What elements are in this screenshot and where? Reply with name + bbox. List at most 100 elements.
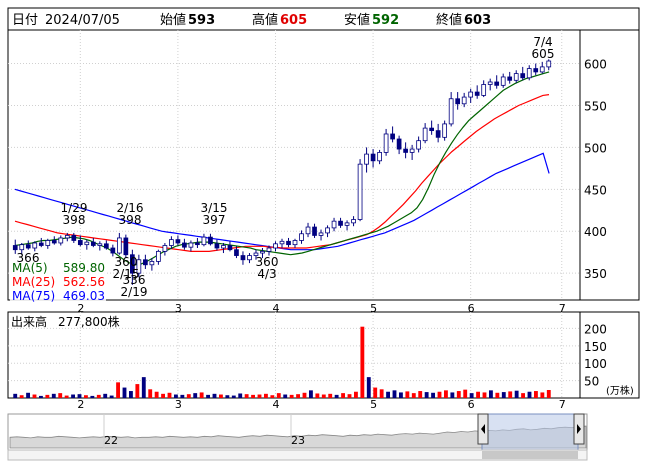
candle-body (455, 98, 461, 105)
price-x-tick-label: 4 (272, 302, 279, 315)
legend-name: MA(75) (12, 289, 55, 303)
navigator-window[interactable] (481, 413, 579, 451)
annotation-date: 2/16 (117, 201, 144, 215)
price-y-tick-label: 550 (584, 99, 607, 113)
legend-bg (10, 290, 106, 303)
candle-body (422, 127, 428, 142)
candle-body (286, 240, 291, 246)
volume-y-ticks: 200 150 100 50 (584, 322, 607, 388)
candle-body (12, 245, 18, 251)
candle-body (442, 123, 448, 138)
candle-body (175, 239, 181, 244)
annotation-date: 1/29 (61, 201, 88, 215)
volume-grid (8, 312, 580, 398)
volume-bar (334, 394, 339, 398)
volume-bar (405, 391, 410, 398)
candle-body (123, 237, 129, 256)
price-y-tick-label: 500 (584, 141, 607, 155)
high-label: 高値 (252, 12, 278, 28)
volume-bar (289, 394, 294, 398)
volume-bar (463, 389, 468, 398)
price-x-tick-label: 6 (468, 302, 475, 315)
volume-bar (238, 393, 243, 398)
volume-bar (501, 392, 506, 398)
price-x-tick-label: 2 (77, 302, 84, 315)
volume-bar (360, 326, 365, 398)
volume-title: 出来高 (11, 314, 47, 329)
candle-body (149, 261, 155, 266)
candle-body (234, 249, 239, 256)
volume-bars (13, 326, 551, 398)
volume-bar (489, 390, 493, 398)
volume-bar (186, 394, 191, 398)
annotation-date: 2/15 (113, 267, 140, 281)
candle-body (221, 245, 226, 249)
volume-bar (508, 391, 513, 398)
volume-bar (270, 395, 275, 398)
legend-value: 562.56 (63, 275, 105, 289)
navigator-scrollbar[interactable] (7, 449, 588, 461)
candle-body (546, 60, 552, 68)
annotation-value: 336 (123, 273, 146, 287)
candle-body (90, 241, 96, 246)
volume-x-ticks: 2 3 4 5 6 7 (77, 398, 565, 411)
price-annotations: 1/293982/163983/153977/46053602/153362/1… (17, 35, 555, 299)
candle-body (195, 242, 200, 246)
price-y-tick-label: 350 (584, 267, 607, 281)
candle-body (364, 153, 369, 165)
volume-bar (418, 391, 423, 398)
volume-panel (7, 311, 640, 399)
legend-name: MA(5) (12, 261, 48, 275)
volume-bar (212, 393, 217, 398)
price-x-tick-label: 7 (559, 302, 566, 315)
candle-body (201, 236, 207, 246)
candle-body (357, 163, 363, 220)
candle-body (273, 243, 278, 249)
volume-bar (437, 391, 442, 398)
candle-body (25, 244, 31, 249)
volume-y-tick-label: 50 (584, 375, 599, 389)
volume-bar (514, 390, 519, 398)
candle-body (318, 232, 324, 236)
volume-bar (71, 394, 75, 398)
volume-bar (251, 394, 255, 398)
candle-body (266, 247, 272, 252)
candle-body (448, 98, 454, 125)
volume-bar (193, 393, 198, 398)
right-arrow-icon (577, 424, 581, 434)
candle-body (435, 130, 441, 138)
candle-body (169, 239, 174, 246)
candle-body (136, 259, 142, 274)
volume-bar (116, 382, 120, 398)
candle-body (312, 226, 317, 236)
price-x-tick-label: 5 (370, 302, 377, 315)
candle-body (370, 153, 376, 162)
navigator-scroll-thumb[interactable] (482, 451, 578, 459)
volume-bar (296, 394, 300, 398)
volume-x-tick-label: 7 (559, 398, 566, 411)
volume-x-tick-label: 2 (77, 398, 84, 411)
volume-bar (469, 393, 474, 398)
volume-bar (13, 393, 18, 398)
candle-body (507, 76, 513, 81)
close-label: 終値 (436, 12, 462, 28)
volume-bar (379, 389, 384, 398)
candle-body (539, 66, 545, 73)
candle-body (513, 73, 519, 81)
volume-bar (103, 393, 108, 398)
candle-body (383, 133, 389, 153)
candle-body (416, 140, 421, 150)
left-arrow-icon (481, 424, 485, 434)
legend-value: 469.03 (63, 289, 105, 303)
candle-body (338, 220, 343, 226)
candle-body (305, 226, 311, 235)
volume-bar (167, 392, 172, 398)
candle-body (32, 242, 38, 249)
volume-y-tick-label: 150 (584, 340, 607, 354)
volume-bar (32, 394, 37, 398)
candle-body (331, 220, 337, 229)
volume-bar (309, 390, 313, 398)
legend-bg (10, 262, 106, 275)
annotation-value: 397 (203, 213, 226, 227)
